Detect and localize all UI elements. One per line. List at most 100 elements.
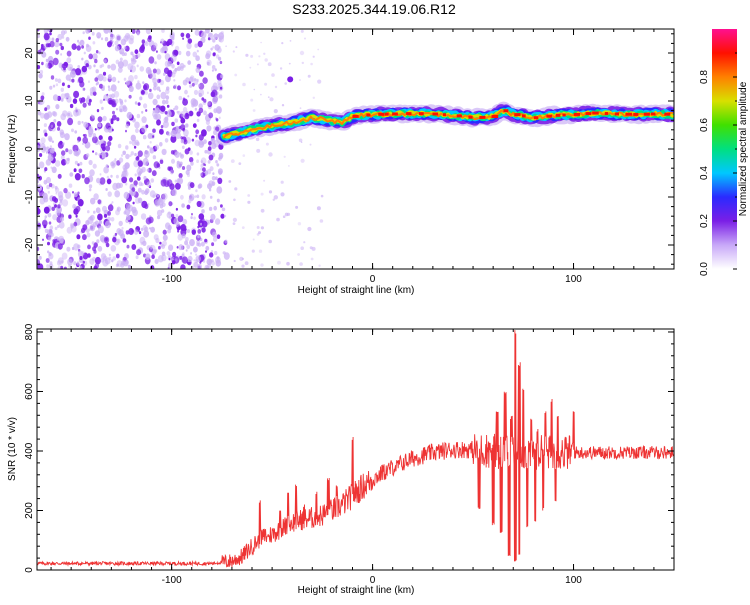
- noise-blob: [127, 264, 131, 269]
- noise-blob: [123, 46, 127, 50]
- noise-blob: [199, 70, 204, 77]
- noise-blob: [152, 111, 157, 118]
- noise-blob: [101, 143, 104, 146]
- signal-peak-dash: [378, 112, 384, 116]
- noise-blob: [77, 140, 80, 144]
- noise-blob: [213, 33, 219, 40]
- noise-blob: [73, 168, 77, 173]
- noise-dot: [233, 259, 236, 263]
- noise-dot: [222, 251, 226, 255]
- noise-blob: [189, 84, 193, 88]
- noise-blob: [182, 252, 185, 256]
- noise-blob: [37, 49, 42, 55]
- noise-blob: [38, 161, 45, 169]
- noise-blob: [74, 173, 81, 181]
- noise-blob: [79, 266, 83, 269]
- noise-blob: [195, 129, 200, 135]
- noise-blob: [86, 43, 89, 48]
- noise-dot: [273, 195, 278, 200]
- noise-blob: [102, 85, 105, 89]
- noise-blob: [205, 250, 207, 253]
- noise-blob: [92, 53, 98, 60]
- noise-blob: [111, 201, 114, 204]
- noise-blob: [107, 41, 112, 48]
- noise-blob: [204, 163, 207, 167]
- noise-blob: [161, 99, 166, 105]
- signal-peak-dash: [604, 112, 609, 115]
- snr-series-line: [37, 330, 674, 568]
- noise-blob: [89, 258, 95, 265]
- noise-blob: [187, 173, 190, 178]
- noise-blob: [187, 38, 193, 44]
- noise-blob: [100, 139, 105, 144]
- noise-blob: [116, 108, 118, 111]
- noise-blob: [128, 189, 133, 195]
- noise-dot: [221, 207, 226, 212]
- noise-blob: [158, 197, 162, 203]
- noise-blob: [83, 51, 86, 55]
- noise-blob: [181, 166, 186, 170]
- noise-blob: [172, 251, 177, 257]
- noise-blob: [137, 150, 143, 157]
- noise-blob: [60, 265, 64, 269]
- noise-blob: [77, 244, 81, 249]
- noise-blob: [91, 31, 95, 36]
- noise-dot: [232, 50, 235, 53]
- noise-blob: [48, 252, 52, 256]
- noise-blob: [208, 112, 214, 119]
- noise-blob: [217, 79, 222, 85]
- noise-blob: [170, 150, 175, 155]
- noise-blob: [129, 154, 132, 158]
- noise-blob: [188, 76, 194, 83]
- noise-blob: [133, 118, 136, 121]
- noise-blob: [112, 110, 115, 115]
- noise-blob: [208, 180, 214, 187]
- noise-blob: [219, 60, 223, 65]
- noise-blob: [82, 234, 87, 241]
- noise-blob: [195, 67, 201, 73]
- noise-dot: [273, 109, 278, 114]
- noise-blob: [214, 176, 218, 180]
- noise-blob: [112, 44, 115, 47]
- noise-blob: [164, 111, 168, 115]
- noise-blob: [66, 226, 73, 234]
- noise-dot: [238, 162, 242, 166]
- noise-blob: [38, 255, 42, 260]
- noise-blob: [76, 45, 81, 51]
- noise-dot: [228, 180, 232, 183]
- noise-blob: [154, 107, 160, 114]
- noise-blob: [131, 244, 137, 250]
- noise-blob: [159, 241, 162, 245]
- noise-blob: [198, 134, 204, 141]
- noise-blob: [144, 91, 148, 95]
- noise-dot: [234, 73, 238, 77]
- noise-blob: [215, 106, 222, 114]
- noise-blob: [174, 258, 178, 262]
- noise-blob: [91, 86, 97, 93]
- noise-blob: [174, 118, 179, 123]
- noise-blob: [131, 229, 134, 233]
- noise-dot: [265, 142, 269, 146]
- noise-blob: [174, 105, 179, 111]
- noise-blob: [66, 57, 72, 64]
- noise-blob: [185, 50, 191, 57]
- noise-blob: [66, 246, 71, 252]
- noise-blob: [45, 151, 48, 154]
- noise-blob: [182, 37, 185, 40]
- noise-blob: [46, 184, 50, 190]
- noise-blob: [41, 146, 47, 153]
- noise-blob: [158, 245, 161, 250]
- noise-blob: [194, 107, 198, 111]
- noise-dot: [232, 217, 237, 222]
- noise-blob: [113, 90, 120, 98]
- noise-blob: [101, 106, 104, 110]
- noise-blob: [189, 157, 194, 163]
- noise-blob: [130, 151, 134, 156]
- noise-blob: [157, 215, 161, 220]
- noise-dot: [264, 58, 268, 62]
- isolated-blob: [287, 76, 294, 83]
- noise-blob: [173, 84, 178, 90]
- noise-blob: [211, 259, 214, 263]
- noise-blob: [54, 204, 57, 208]
